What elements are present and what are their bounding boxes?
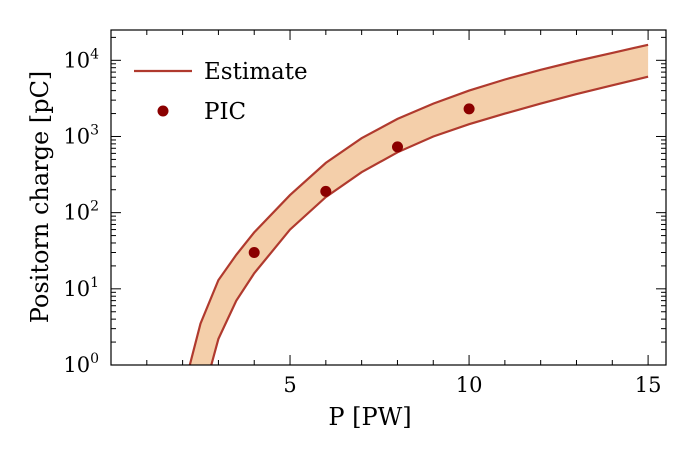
legend-marker-pic — [157, 105, 169, 117]
legend: Estimate PIC — [134, 59, 308, 125]
estimate-band-layer — [188, 43, 649, 366]
pic-point — [392, 141, 403, 153]
pic-point — [320, 185, 332, 197]
ticks-layer: 5 10 15 100 101 102 103 104 — [63, 30, 666, 397]
estimate-upper-line — [188, 43, 649, 366]
y-tick-label: 101 — [63, 275, 99, 301]
y-tick-label: 100 — [63, 351, 99, 377]
pic-point — [248, 247, 260, 258]
legend-label-estimate: Estimate — [204, 59, 308, 85]
legend-label-pic: PIC — [204, 99, 246, 125]
y-axis-label: Positorn charge [pC] — [26, 71, 54, 324]
y-tick-label: 102 — [63, 199, 99, 225]
x-tick-label: 15 — [635, 373, 662, 397]
y-tick-label: 103 — [63, 123, 99, 149]
pic-point — [463, 103, 475, 115]
x-tick-label: 5 — [283, 373, 296, 397]
x-tick-label: 10 — [456, 373, 483, 397]
x-axis-label: P [PW] — [328, 403, 411, 431]
pic-points-layer — [248, 103, 475, 258]
plot-frame — [110, 29, 667, 366]
y-tick-label: 104 — [63, 46, 99, 72]
